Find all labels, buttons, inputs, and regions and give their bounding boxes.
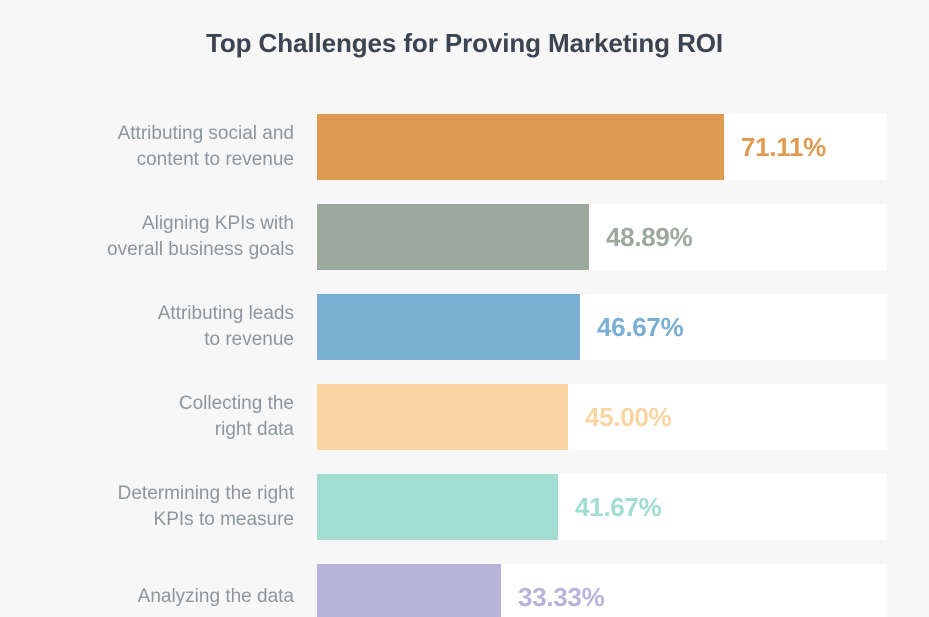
bar-track: 33.33% xyxy=(317,564,887,617)
bar-value-label: 33.33% xyxy=(518,581,605,612)
bar-category-label: Aligning KPIs with overall business goal… xyxy=(107,213,294,260)
bar-row: Determining the right KPIs to measure 41.… xyxy=(0,474,929,540)
bar-track: 46.67% xyxy=(317,294,887,360)
bar-row: Attributing leads to revenue 46.67% xyxy=(0,294,929,360)
bar-value-label: 45.00% xyxy=(585,401,672,432)
bar-category-label: Collecting the right data xyxy=(178,393,294,440)
bar-fill xyxy=(317,204,589,270)
bar-track: 71.11% xyxy=(317,114,887,180)
bar-fill xyxy=(317,474,558,540)
bar-category-label: Attributing leads to revenue xyxy=(157,303,294,350)
bar-row: Analyzing the data 33.33% xyxy=(0,564,929,617)
bar-category-label: Attributing social and content to revenu… xyxy=(117,123,294,170)
bar-track: 41.67% xyxy=(317,474,887,540)
bar-row: Attributing social and content to revenu… xyxy=(0,114,929,180)
chart-title: Top Challenges for Proving Marketing ROI xyxy=(205,28,724,58)
bar-fill xyxy=(317,114,724,180)
bar-fill xyxy=(317,564,501,617)
bar-fill xyxy=(317,384,568,450)
bar-category-label: Determining the right KPIs to measure xyxy=(117,483,294,530)
bar-value-label: 71.11% xyxy=(741,131,826,162)
bar-track: 48.89% xyxy=(317,204,887,270)
bar-row: Collecting the right data 45.00% xyxy=(0,384,929,450)
bar-value-label: 41.67% xyxy=(575,491,662,522)
bar-value-label: 46.67% xyxy=(597,311,684,342)
bar-track: 45.00% xyxy=(317,384,887,450)
bar-fill xyxy=(317,294,580,360)
bar-row: Aligning KPIs with overall business goal… xyxy=(0,204,929,270)
bar-category-label: Analyzing the data xyxy=(137,586,294,607)
bar-rows: Attributing social and content to revenu… xyxy=(0,114,929,617)
bar-value-label: 48.89% xyxy=(606,221,693,252)
